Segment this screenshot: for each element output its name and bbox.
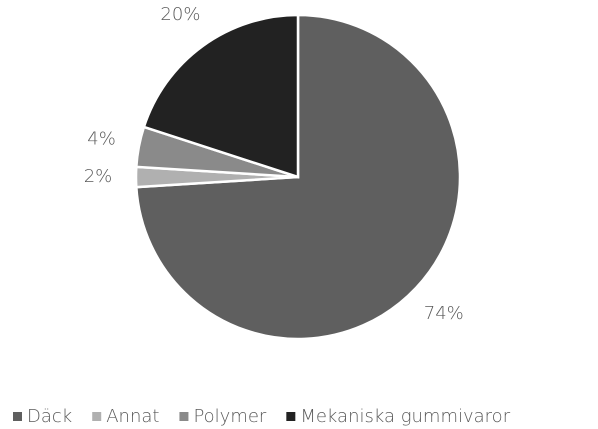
pie-slice: [142, 13, 300, 179]
data-label: 4%: [87, 129, 116, 150]
legend-label: Annat: [106, 406, 159, 427]
legend-swatch: [179, 412, 189, 421]
legend-swatch: [92, 412, 102, 421]
legend-label: Mekaniska gummivaror: [300, 406, 510, 427]
legend-label: Däck: [27, 406, 72, 427]
legend-swatch: [286, 412, 296, 421]
legend-label: Polymer: [193, 406, 266, 427]
data-label: 20%: [160, 4, 200, 25]
legend-swatch: [13, 412, 22, 421]
data-label: 2%: [84, 166, 113, 187]
data-label: 74%: [424, 303, 464, 324]
